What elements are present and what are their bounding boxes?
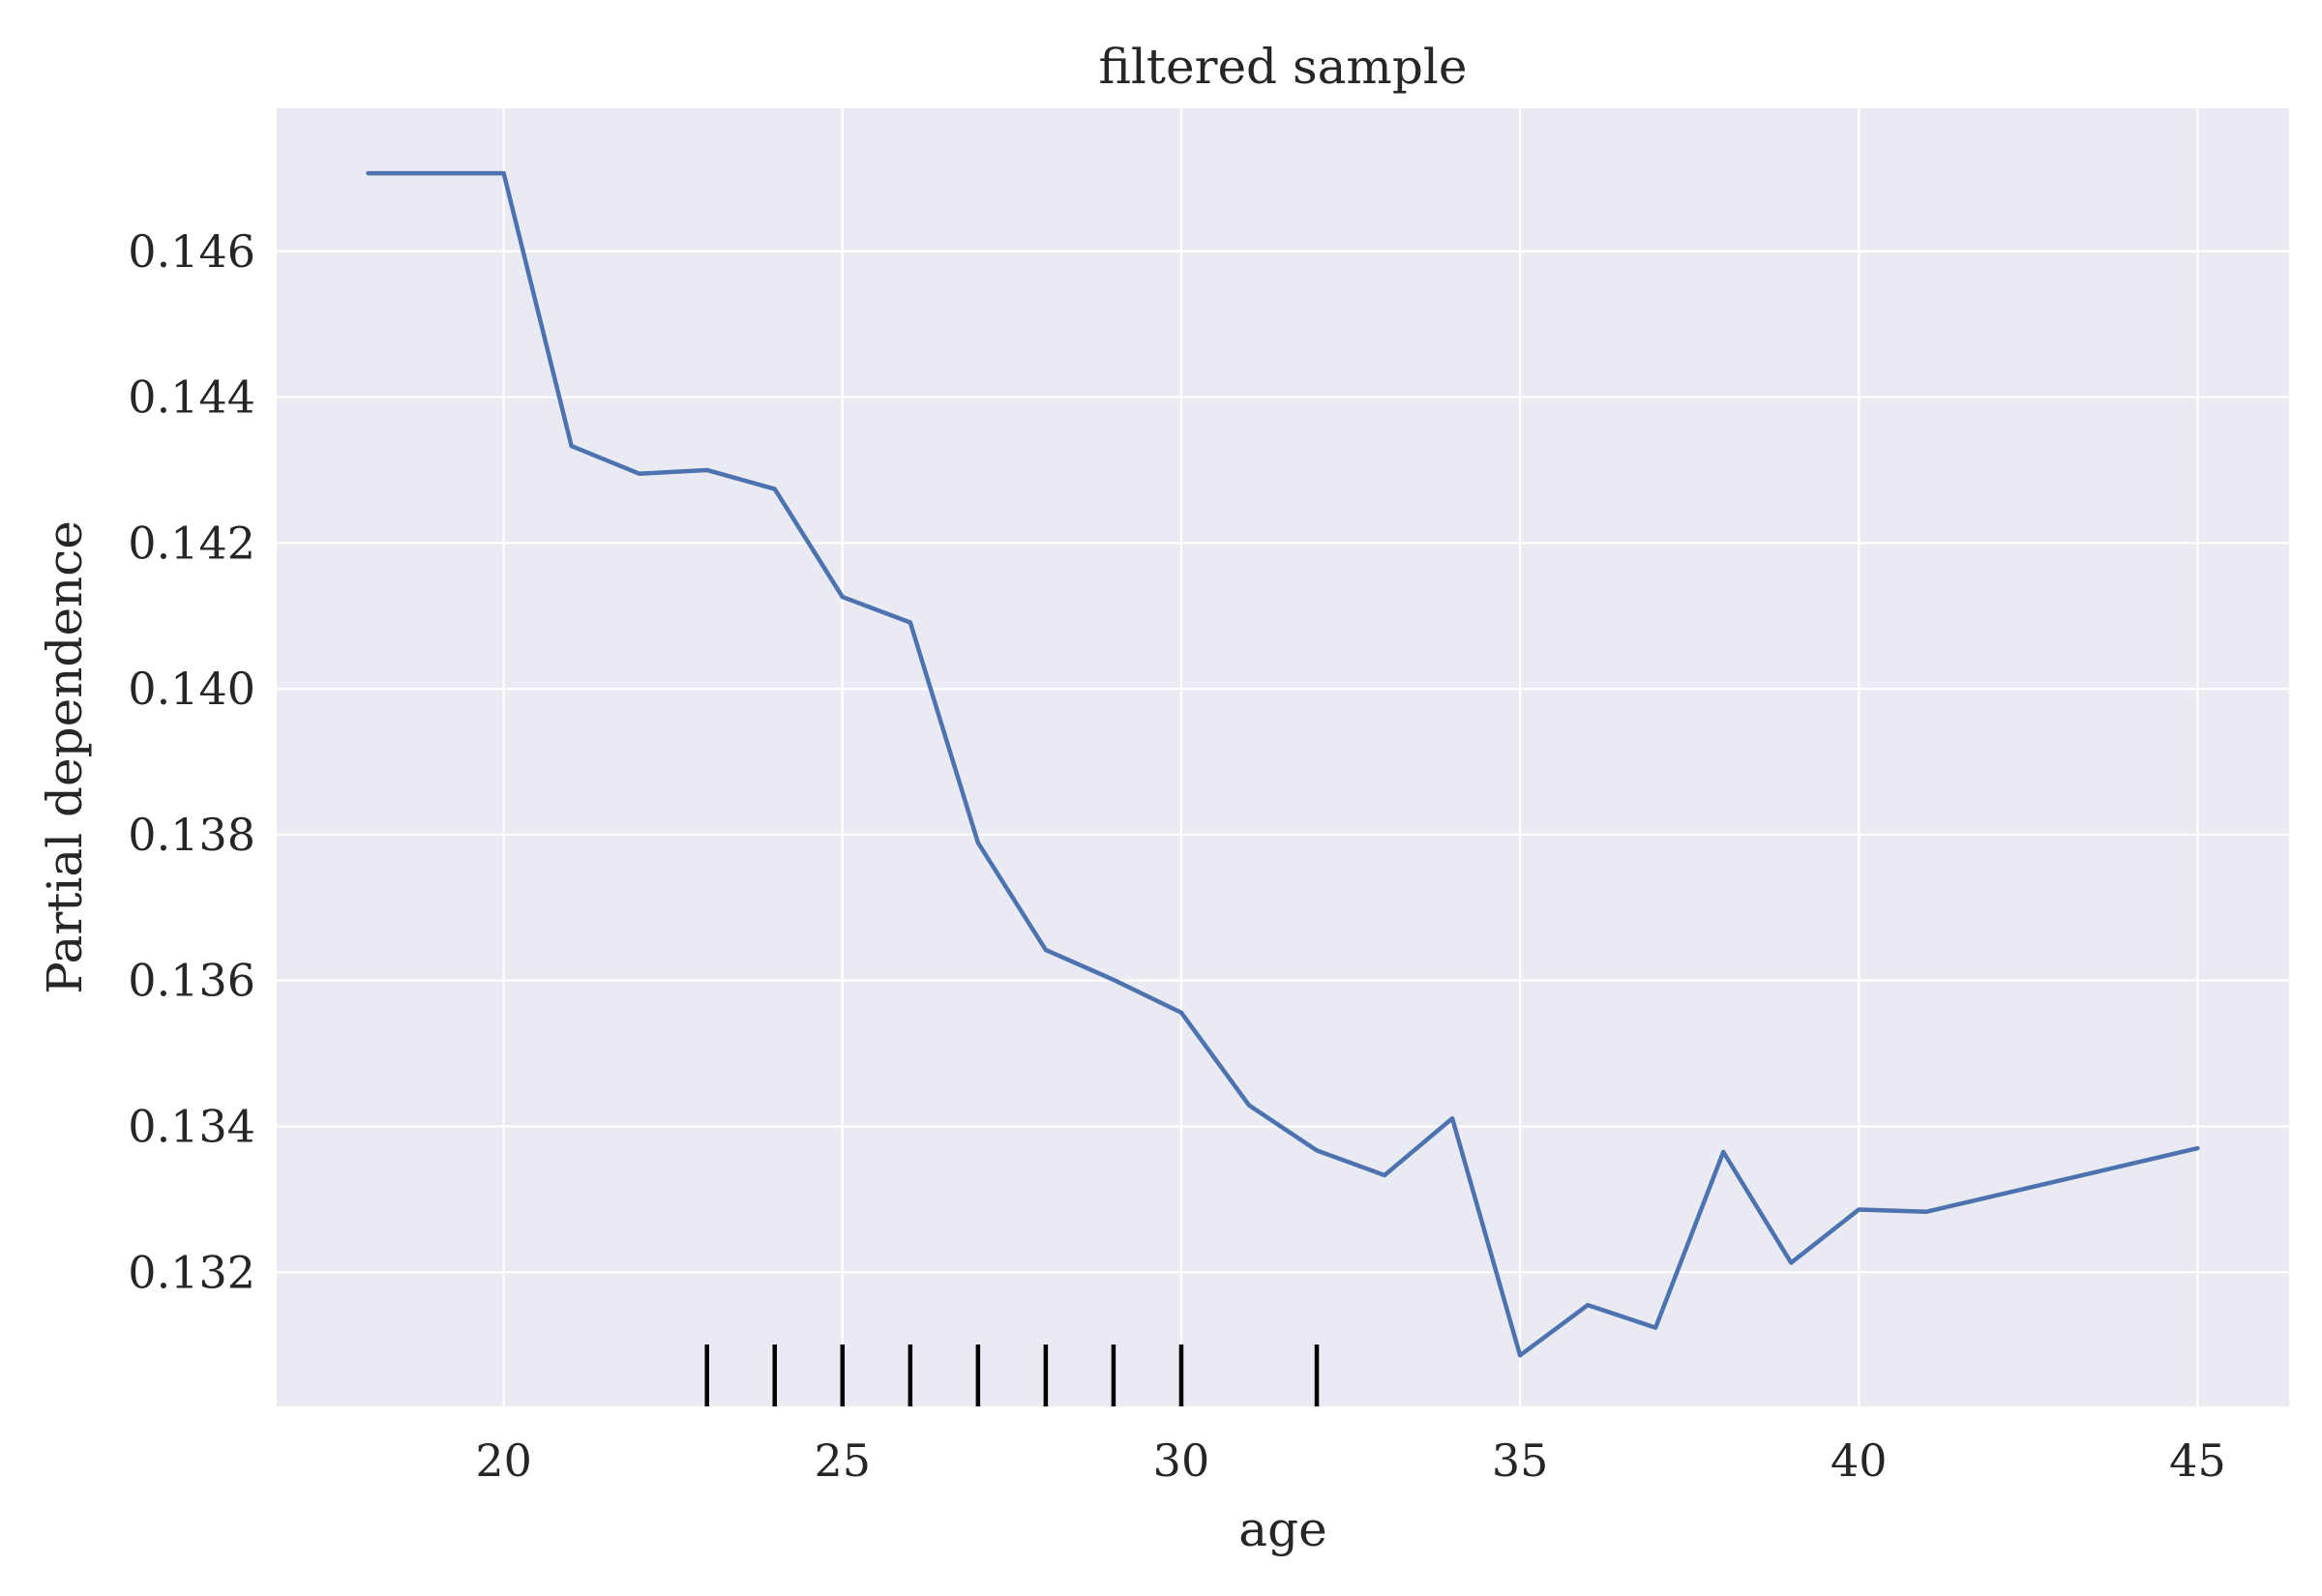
x-tick-label: 25 [815,1434,872,1487]
y-tick-label: 0.132 [128,1246,255,1298]
y-tick-label: 0.144 [128,371,255,424]
chart-title: filtered sample [1099,39,1468,95]
y-tick-label: 0.134 [128,1100,255,1152]
partial-dependence-line [366,170,2200,1358]
x-tick-label: 40 [1831,1434,1888,1487]
rug-marks [704,1345,1320,1406]
x-axis-label: age [1238,1501,1326,1557]
x-tick-label: 30 [1153,1434,1210,1487]
y-tick-label: 0.146 [128,225,255,278]
y-tick-label: 0.142 [128,517,255,569]
x-tick-label: 45 [2169,1434,2226,1487]
y-tick-label: 0.138 [128,809,255,861]
y-axis-label: Partial dependence [37,520,93,994]
y-tick-label: 0.136 [128,955,255,1007]
x-tick-label: 20 [475,1434,532,1487]
x-axis-ticks: 20 25 30 35 40 45 [475,1434,2225,1487]
y-tick-label: 0.140 [128,663,255,715]
x-tick-label: 35 [1492,1434,1549,1487]
grid-lines [277,108,2289,1406]
plot-background [277,108,2289,1406]
y-axis-ticks: 0.132 0.134 0.136 0.138 0.140 0.142 0.144 0.146 [128,225,255,1299]
